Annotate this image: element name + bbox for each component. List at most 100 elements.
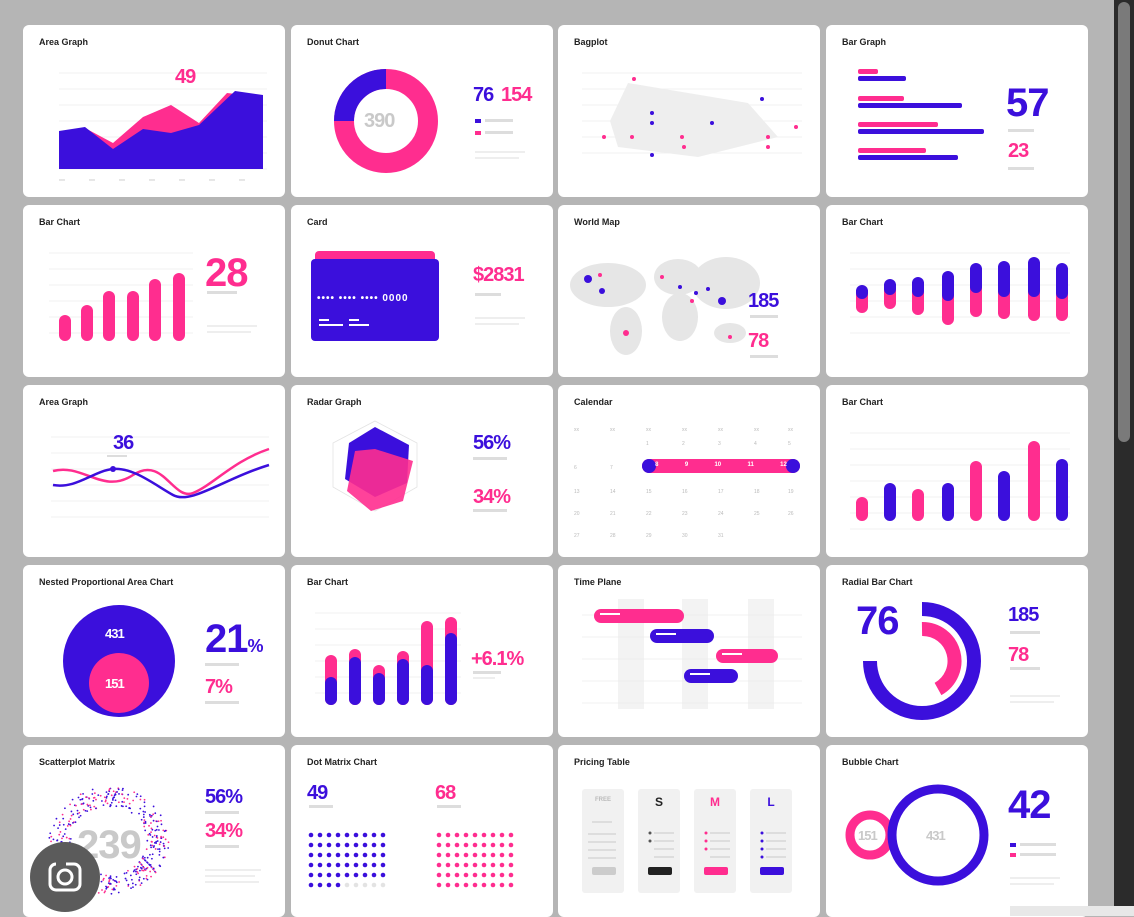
dot-matrix-point	[362, 842, 368, 848]
scatter-point	[135, 795, 138, 798]
scatter-point	[133, 791, 136, 794]
plan-l[interactable]: L	[767, 795, 775, 809]
card-title: Time Plane	[574, 577, 622, 587]
dot-matrix-point	[481, 842, 487, 848]
scatter-point	[152, 819, 155, 822]
dot-matrix-point	[472, 882, 478, 888]
plan-m[interactable]: M	[710, 795, 720, 809]
svg-text:2: 2	[682, 441, 685, 447]
dot-matrix-point	[371, 832, 377, 838]
dot-matrix-point	[499, 832, 505, 838]
calendar-day[interactable]: 9	[684, 462, 689, 468]
scatter-point	[99, 794, 102, 797]
scatter-point	[153, 834, 156, 837]
scatter-point	[71, 798, 74, 801]
scatter-point	[155, 828, 158, 831]
radar-value-2: 34%	[473, 486, 511, 508]
scatter-point	[146, 856, 149, 859]
plan-s[interactable]: S	[654, 795, 663, 809]
scatter-point	[127, 869, 129, 872]
scatter-point	[143, 825, 146, 828]
vertical-scrollbar[interactable]	[1114, 0, 1134, 916]
scatter-point	[118, 881, 121, 883]
scatter-point	[79, 798, 82, 801]
dot-matrix-point	[436, 842, 442, 848]
scatter-point	[154, 829, 157, 832]
card-title: Donut Chart	[307, 37, 359, 47]
bar-chart-card: Bar Chart 28	[23, 205, 285, 377]
scatter-point	[69, 824, 72, 827]
svg-text:14: 14	[610, 489, 616, 495]
scatter-point	[154, 812, 157, 815]
lens-search-icon[interactable]	[30, 842, 100, 912]
scatter-point	[148, 864, 151, 867]
scatter-point	[69, 837, 72, 840]
area-graph-lines-card: Area Graph 36	[23, 385, 285, 557]
scatter-point	[121, 789, 124, 792]
scatter-point	[66, 825, 69, 827]
radial-bar-card: Radial Bar Chart 76 185 78	[826, 565, 1088, 737]
scatter-point	[156, 840, 159, 842]
scatter-point	[144, 869, 147, 871]
calendar-day[interactable]: 8	[655, 462, 659, 468]
scatter-point	[53, 824, 55, 827]
scatter-point	[88, 797, 90, 799]
scatter-point	[110, 892, 113, 895]
calendar-day[interactable]: 12	[780, 462, 787, 468]
scatter-point	[108, 879, 111, 881]
bubble-chart	[845, 784, 1060, 886]
scatter-point	[63, 833, 66, 835]
scatter-ring-chart	[48, 787, 261, 895]
svg-text:xxx: xxx	[89, 177, 95, 182]
svg-text:26: 26	[788, 511, 794, 517]
plan-free[interactable]: FREE	[594, 797, 611, 803]
scatter-point	[118, 793, 120, 795]
scatter-point	[95, 798, 97, 801]
scatter-point	[91, 793, 94, 795]
dot-matrix-point	[481, 832, 487, 838]
scatter-point	[108, 787, 111, 790]
world-map-chart	[570, 257, 778, 358]
scatter-point	[103, 796, 106, 799]
scatter-point	[152, 813, 155, 816]
dot-matrix-point	[490, 872, 496, 878]
dot-matrix-point	[490, 882, 496, 888]
dot-matrix-point	[362, 882, 368, 888]
calendar-day[interactable]: 10	[714, 462, 722, 468]
scatter-point	[92, 796, 95, 799]
dot-matrix-point	[344, 832, 350, 838]
scatter-point	[163, 845, 166, 848]
scatter-point	[137, 865, 139, 868]
scatter-point	[140, 882, 143, 885]
timeline-bar	[684, 669, 738, 683]
card-title: Bar Graph	[842, 37, 887, 47]
scatter-point	[144, 811, 146, 813]
calendar-day[interactable]: 11	[747, 462, 754, 468]
dot-matrix-point	[445, 832, 451, 838]
scrollbar-thumb[interactable]	[1118, 2, 1130, 442]
scatter-point	[150, 831, 152, 834]
scatter-point	[139, 795, 142, 798]
scatter-point	[110, 877, 112, 880]
svg-text:20: 20	[574, 511, 580, 517]
scatter-point	[86, 810, 89, 813]
scatter-point	[70, 810, 73, 813]
scatter-point	[158, 843, 161, 846]
dot-matrix-point	[362, 852, 368, 858]
dot-matrix-point	[472, 872, 478, 878]
scatterplot-matrix-card: Scatterplot Matrix 239 56% 34%	[23, 745, 285, 917]
scatter-point	[112, 878, 115, 881]
dot-matrix-point	[308, 842, 314, 848]
scatter-point	[109, 882, 112, 885]
scatter-point	[138, 876, 141, 879]
bubble-large-value: 431	[926, 828, 946, 843]
svg-text:xxx: xxx	[179, 177, 185, 182]
card-title: Radar Graph	[307, 397, 362, 407]
scatter-point	[128, 802, 131, 805]
scatter-point	[108, 789, 110, 792]
scatter-point	[97, 794, 100, 797]
card-title: Bagplot	[574, 37, 608, 47]
dot-matrix-point	[317, 852, 323, 858]
dot-matrix-point	[317, 882, 323, 888]
dot-matrix-point	[335, 842, 341, 848]
